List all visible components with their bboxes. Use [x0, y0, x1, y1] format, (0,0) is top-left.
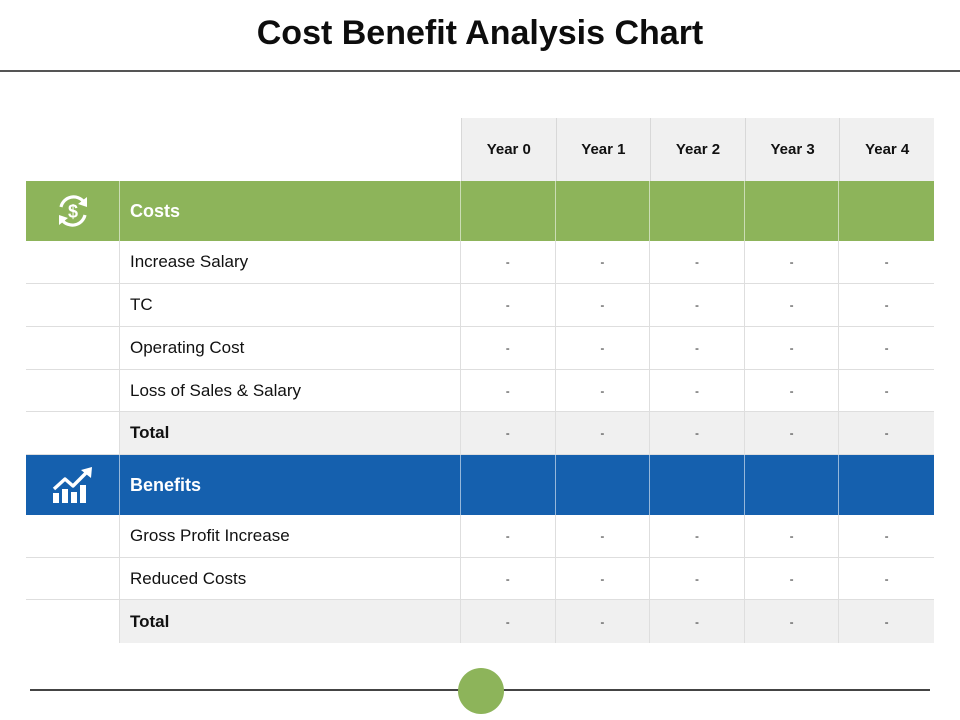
table-cell: -	[745, 515, 840, 557]
table-cell: -	[461, 327, 556, 369]
table-cell: -	[461, 284, 556, 326]
table-row: TC - - - - -	[26, 284, 934, 327]
table-row: Loss of Sales & Salary - - - - -	[26, 370, 934, 412]
benefits-section-label: Benefits	[120, 455, 461, 515]
table-cell: -	[650, 558, 745, 599]
row-label: Increase Salary	[120, 241, 461, 283]
table-cell: -	[884, 529, 889, 543]
table-cell: -	[744, 600, 840, 643]
table-cell: -	[839, 600, 934, 643]
table-cell: -	[556, 558, 651, 599]
table-cell: -	[745, 370, 840, 411]
growth-chart-icon	[26, 455, 120, 515]
svg-text:$: $	[67, 202, 77, 222]
table-cell: -	[884, 571, 889, 586]
table-cell: -	[650, 600, 745, 643]
benefits-section-row: Benefits	[26, 455, 934, 515]
table-cell: -	[461, 515, 556, 557]
table-cell: -	[461, 412, 556, 454]
table-cell: -	[884, 341, 889, 355]
row-label: Operating Cost	[120, 327, 461, 369]
table-cell: -	[884, 383, 889, 398]
table-cell: -	[556, 370, 651, 411]
dollar-cycle-icon: $	[26, 181, 120, 241]
costs-section-row: $ Costs	[26, 181, 934, 241]
row-label: Total	[120, 412, 461, 454]
table-cell: -	[745, 284, 840, 326]
row-label: Reduced Costs	[120, 558, 461, 599]
table-cell: -	[650, 241, 745, 283]
table-cell: -	[650, 284, 745, 326]
table-cell: -	[461, 370, 556, 411]
table-cell: -	[745, 558, 840, 599]
costs-total-row: Total - - - - -	[26, 412, 934, 455]
table-cell: -	[650, 327, 745, 369]
benefits-total-row: Total - - - - -	[26, 600, 934, 643]
page-title: Cost Benefit Analysis Chart	[256, 14, 704, 52]
table-cell: -	[556, 241, 651, 283]
row-label: TC	[120, 284, 461, 326]
table-cell: -	[650, 412, 745, 454]
costs-section-label: Costs	[120, 181, 461, 241]
table-cell: -	[744, 412, 840, 454]
table-cell: -	[555, 412, 651, 454]
table-cell: -	[461, 600, 556, 643]
column-header: Year 1	[555, 118, 651, 181]
column-header: Year 4	[839, 118, 934, 181]
footer-dot	[458, 668, 504, 714]
table-cell: -	[461, 241, 556, 283]
table-row: Gross Profit Increase - - - - -	[26, 515, 934, 558]
table-cell: -	[745, 327, 840, 369]
table-cell: -	[555, 600, 651, 643]
row-label: Loss of Sales & Salary	[120, 370, 461, 411]
table-cell: -	[461, 558, 556, 599]
table-cell: -	[839, 412, 934, 454]
table-cell: -	[556, 327, 651, 369]
table-row: Increase Salary - - - - -	[26, 241, 934, 284]
header-row: Year 0 Year 1 Year 2 Year 3 Year 4	[26, 118, 934, 181]
table-cell: -	[650, 515, 745, 557]
column-header: Year 0	[461, 118, 556, 181]
column-header: Year 2	[650, 118, 745, 181]
row-label: Total	[120, 600, 461, 643]
table-cell: -	[884, 298, 889, 312]
table-cell: -	[556, 515, 651, 557]
column-header: Year 3	[744, 118, 840, 181]
table-row: Reduced Costs - - - - -	[26, 558, 934, 600]
table-cell: -	[650, 370, 745, 411]
table-cell: -	[745, 241, 840, 283]
title-divider	[0, 70, 960, 72]
table-row: Operating Cost - - - - -	[26, 327, 934, 370]
row-label: Gross Profit Increase	[120, 515, 461, 557]
table-cell: -	[556, 284, 651, 326]
table-cell: -	[884, 255, 889, 269]
